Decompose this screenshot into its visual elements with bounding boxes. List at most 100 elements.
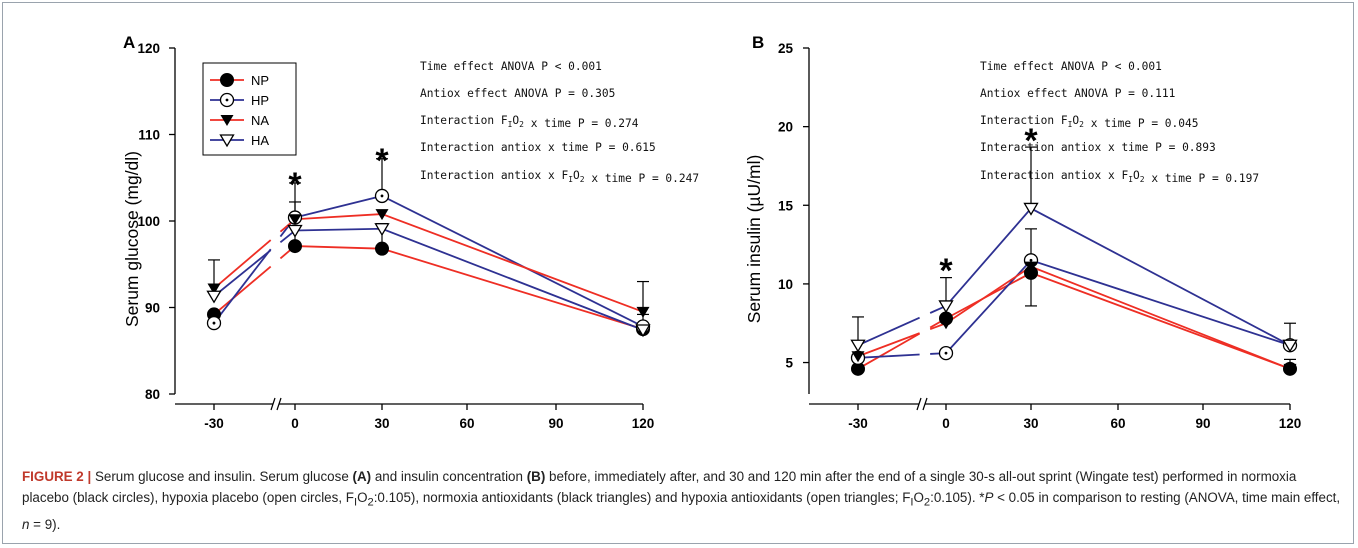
point-hp-dot [380, 194, 384, 198]
point-ha [1023, 202, 1039, 216]
x-tick-label: 30 [1023, 416, 1038, 431]
point-ha [287, 224, 303, 238]
point-na [375, 209, 389, 221]
legend-marker-na [220, 115, 234, 126]
series-line-hp [945, 259, 1291, 354]
significance-asterisk: * [1024, 122, 1038, 160]
series-line-hp [857, 353, 920, 359]
x-tick-label: 60 [459, 416, 474, 431]
anova-annotation: Antiox effect ANOVA P = 0.305 [420, 87, 615, 100]
caption-text-5: :0.105), normoxia antioxidants (black tr… [373, 490, 911, 505]
point-na [1283, 363, 1297, 375]
caption-text-8: = 9). [29, 516, 61, 532]
x-tick-label: 90 [548, 416, 563, 431]
series-line-ha [294, 227, 644, 331]
series-line-np [294, 245, 644, 330]
y-tick-label: 25 [778, 41, 794, 56]
series-line-np [213, 265, 272, 316]
legend: NP HP NA HA [202, 62, 297, 156]
y-tick-label: 100 [137, 214, 160, 229]
figure-caption: FIGURE 2 | Serum glucose and insulin. Se… [22, 466, 1342, 535]
caption-text-4: O [357, 490, 368, 505]
axis-break-mark [916, 397, 922, 411]
legend-marker-hp-dot [225, 98, 229, 102]
panel-a: A 80 90 100 110 120 Serum glucose (mg/dl) -30 0 3… [122, 33, 699, 431]
caption-p-symbol: P [984, 490, 994, 505]
point-ha [635, 324, 651, 338]
legend-marker-ha [219, 134, 235, 148]
panel-b: B 5 10 15 20 25 Serum insulin (µU/ml) -30 0 30 60 9… [744, 33, 1301, 431]
x-tick-label: 30 [374, 416, 389, 431]
legend-label-np: NP [251, 73, 269, 88]
caption-text-6: :0.105). * [930, 490, 985, 505]
legend-label-hp: HP [251, 93, 269, 108]
panel-label: B [752, 33, 764, 52]
y-tick-label: 90 [145, 301, 160, 316]
y-tick-label: 20 [778, 120, 793, 135]
axis-break-mark [276, 397, 282, 411]
caption-sub-2-2: 2 [923, 496, 931, 509]
y-tick-label: 15 [778, 198, 794, 213]
point-hp-dot [944, 351, 948, 355]
caption-n-symbol: n [22, 516, 30, 532]
point-ha [850, 339, 866, 353]
legend-label-ha: HA [251, 133, 269, 148]
caption-sub-i-2: I [910, 496, 914, 509]
caption-sub-2: 2 [367, 496, 374, 509]
caption-text-4b: O [913, 490, 924, 505]
x-tick-label: 0 [291, 416, 299, 431]
anova-annotation: Interaction antiox x FIO2 x time P = 0.1… [980, 169, 1259, 185]
anova-annotation: Interaction antiox x time P = 0.615 [420, 141, 656, 154]
x-tick-label: 120 [632, 416, 655, 431]
caption-text-3: before, immediately after, and 30 and 12… [22, 469, 1297, 505]
y-tick-label: 10 [778, 277, 793, 292]
series-line-np [857, 332, 921, 370]
y-axis-label: Serum glucose (mg/dl) [122, 151, 142, 327]
point-na [207, 283, 221, 295]
point-na [939, 318, 953, 330]
anova-annotation: Time effect ANOVA P < 0.001 [980, 60, 1162, 73]
point-np [288, 239, 302, 254]
panel-label: A [123, 33, 135, 52]
significance-asterisk: * [375, 142, 389, 180]
caption-text-7: < 0.05 in comparison to resting (ANOVA, … [993, 490, 1341, 505]
point-na [288, 214, 302, 226]
x-tick-label: -30 [204, 416, 224, 431]
legend-box [202, 62, 297, 156]
x-tick-label: -30 [848, 416, 868, 431]
caption-a-label: (A) [352, 469, 372, 484]
point-np [375, 241, 389, 256]
anova-annotation: Interaction FIO2 x time P = 0.274 [420, 114, 639, 130]
y-axis-label: Serum insulin (µU/ml) [744, 155, 764, 324]
point-ha [374, 223, 390, 237]
point-ha [206, 290, 222, 304]
y-tick-label: 120 [137, 41, 160, 56]
caption-b-label: (B) [526, 469, 546, 484]
x-tick-label: 90 [1195, 416, 1210, 431]
caption-figure-label: FIGURE 2 | [22, 469, 92, 484]
axis-break-mark [270, 397, 276, 411]
caption-sub-i: I [353, 496, 358, 509]
point-na [851, 351, 865, 363]
legend-label-na: NA [251, 113, 269, 128]
point-na [1024, 261, 1038, 273]
y-tick-label: 5 [785, 356, 793, 371]
series-line-ha [213, 249, 272, 297]
anova-annotation: Antiox effect ANOVA P = 0.111 [980, 87, 1175, 100]
legend-marker-np [220, 73, 234, 87]
axis-break-mark [922, 397, 928, 411]
point-hp-dot [212, 321, 216, 325]
significance-asterisk: * [939, 252, 953, 290]
anova-annotation: Time effect ANOVA P < 0.001 [420, 60, 602, 73]
series-line-na [213, 239, 272, 290]
y-tick-label: 80 [145, 387, 160, 402]
point-ha [1282, 339, 1298, 353]
point-na [636, 306, 650, 318]
significance-asterisk: * [288, 166, 302, 204]
point-ha [938, 300, 954, 314]
series-line-hp [213, 248, 272, 324]
anova-annotation: Interaction antiox x FIO2 x time P = 0.2… [420, 169, 699, 185]
anova-annotation: Interaction FIO2 x time P = 0.045 [980, 114, 1199, 130]
